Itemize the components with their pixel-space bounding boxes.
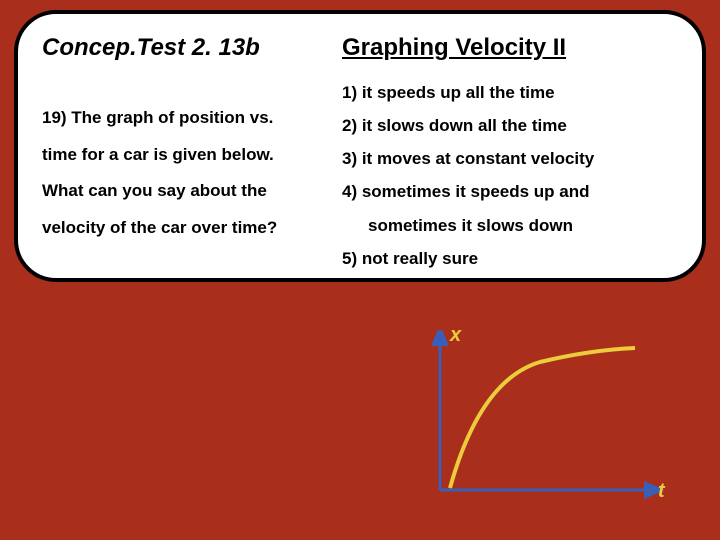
answer-option-cont: sometimes it slows down bbox=[342, 209, 594, 242]
x-axis-label: t bbox=[658, 480, 665, 503]
slide: Concep.Test 2. 13b Graphing Velocity II … bbox=[0, 0, 720, 540]
position-time-graph: x t bbox=[400, 330, 680, 520]
title-left: Concep.Test 2. 13b bbox=[42, 34, 332, 62]
graph-svg bbox=[400, 330, 680, 520]
question-line: What can you say about the bbox=[42, 173, 342, 210]
answer-option: 3) it moves at constant velocity bbox=[342, 142, 594, 175]
content-box: Concep.Test 2. 13b Graphing Velocity II … bbox=[14, 10, 706, 282]
content-row: 19) The graph of position vs. time for a… bbox=[42, 76, 678, 275]
title-row: Concep.Test 2. 13b Graphing Velocity II bbox=[42, 34, 678, 62]
question-line: 19) The graph of position vs. bbox=[42, 100, 342, 137]
question-line: velocity of the car over time? bbox=[42, 210, 342, 247]
y-axis-label: x bbox=[450, 324, 461, 347]
answer-option: 1) it speeds up all the time bbox=[342, 76, 594, 109]
title-right: Graphing Velocity II bbox=[342, 34, 566, 62]
question-line: time for a car is given below. bbox=[42, 137, 342, 174]
question-text: 19) The graph of position vs. time for a… bbox=[42, 76, 342, 275]
answer-option: 5) not really sure bbox=[342, 242, 594, 275]
answers-list: 1) it speeds up all the time 2) it slows… bbox=[342, 76, 594, 275]
answer-option: 4) sometimes it speeds up and bbox=[342, 175, 594, 208]
answer-option: 2) it slows down all the time bbox=[342, 109, 594, 142]
velocity-curve bbox=[450, 348, 635, 488]
